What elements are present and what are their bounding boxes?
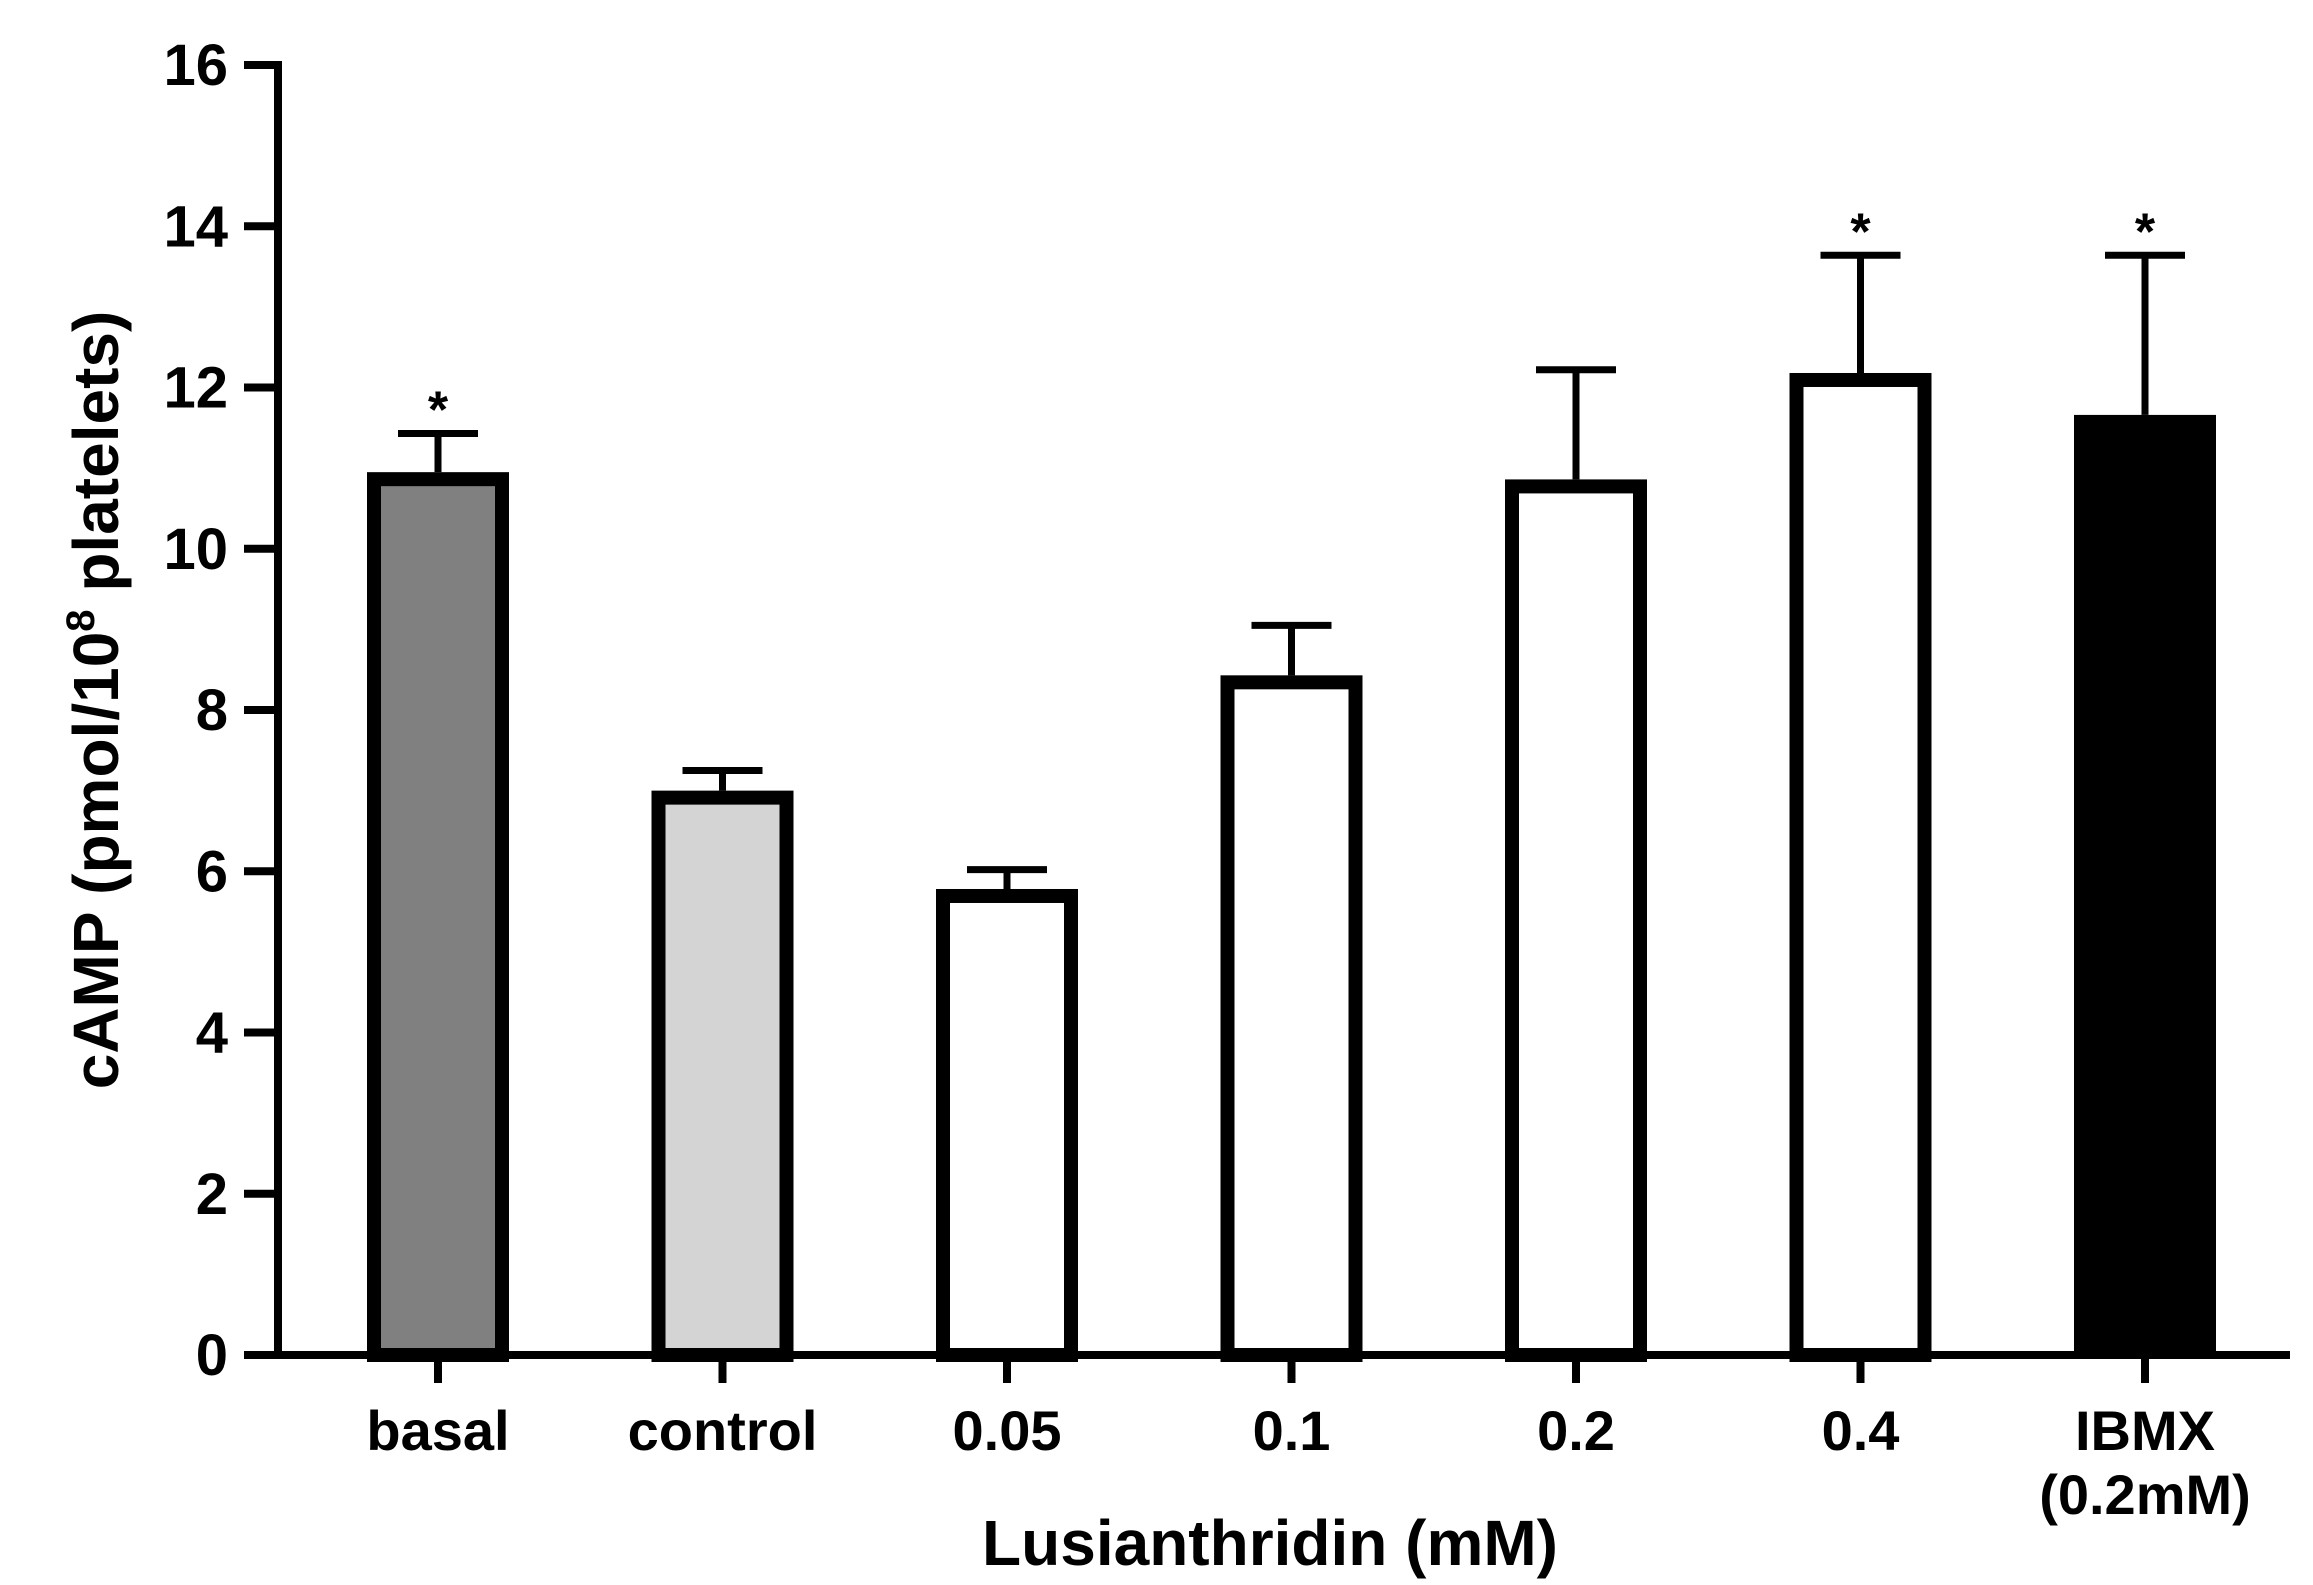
axes-layer [244, 61, 2290, 1383]
y-tick-label: 4 [196, 1001, 228, 1066]
bar [1789, 372, 1932, 1362]
x-tick-label-line: 0.05 [953, 1399, 1062, 1462]
y-axis-title-suffix: platelets) [60, 311, 132, 610]
y-tick-label: 0 [196, 1323, 228, 1388]
x-tick-label: 0.2 [1537, 1399, 1615, 1462]
bars-layer [367, 251, 2216, 1363]
x-tick-label-line: 0.4 [1822, 1399, 1900, 1462]
x-tick-label-line: IBMX [2075, 1399, 2215, 1462]
bar [367, 472, 509, 1362]
bar [1220, 675, 1363, 1362]
bar [2074, 414, 2216, 1357]
x-tick-label-line: 0.2 [1537, 1399, 1615, 1462]
significance-marker: * [428, 381, 449, 439]
x-tick-label: IBMX (0.2mM) [2039, 1399, 2251, 1526]
bar [651, 790, 794, 1362]
x-tick-label: 0.4 [1822, 1399, 1900, 1462]
x-tick-label-line: control [628, 1399, 818, 1462]
x-tick-label-line: basal [366, 1399, 509, 1462]
significance-marker: * [2135, 203, 2156, 261]
x-tick-label: 0.05 [953, 1399, 1062, 1462]
x-tick-label: 0.1 [1253, 1399, 1331, 1462]
x-axis-title: Lusianthridin (mM) [982, 1507, 1558, 1579]
y-tick-label: 2 [196, 1162, 228, 1227]
y-tick-label: 8 [196, 678, 228, 743]
y-tick-label: 6 [196, 839, 228, 904]
y-tick-label: 14 [163, 194, 228, 259]
x-tick-label-line: 0.1 [1253, 1399, 1331, 1462]
y-axis-title-prefix: cAMP (pmol/10 [60, 632, 132, 1090]
y-tick-label: 16 [163, 33, 228, 98]
bar [1505, 479, 1647, 1363]
x-tick-label: basal [366, 1399, 509, 1462]
y-axis-title: cAMP (pmol/108 platelets) [59, 311, 132, 1090]
bar [936, 888, 1078, 1362]
x-tick-label: control [628, 1399, 818, 1462]
significance-marker: * [1850, 203, 1871, 261]
y-tick-label: 12 [163, 356, 228, 421]
x-tick-label-line: (0.2mM) [2039, 1463, 2251, 1526]
y-axis-title-superscript: 8 [59, 609, 103, 631]
labels-layer: * basal control 0.05 0.1 0.2 * 0.4 * IBMX (0.2mM) 0… [163, 33, 2250, 1526]
y-tick-label: 10 [163, 517, 228, 582]
